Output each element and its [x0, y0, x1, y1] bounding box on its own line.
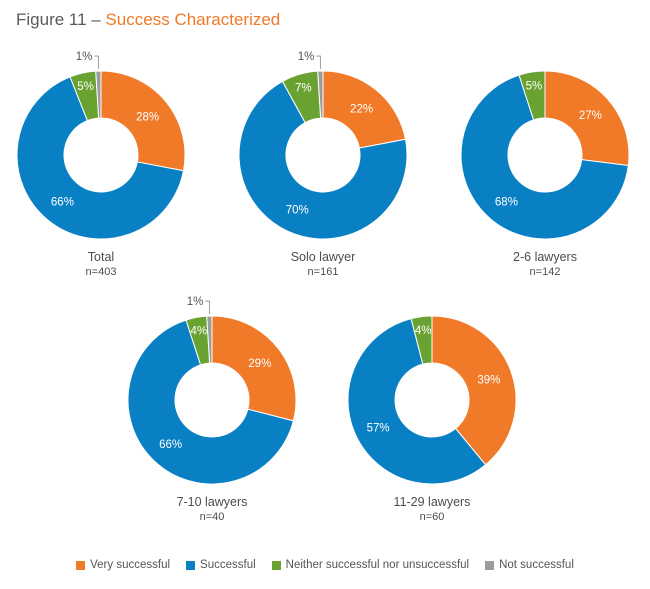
donut-slice-very-successful: [100, 70, 186, 172]
slice-value-label: 57%: [367, 422, 390, 434]
donut-chart-2: 27% 68% 5% 2-6 lawyers n=142: [460, 70, 630, 278]
figure-number: Figure 11 –: [16, 10, 106, 29]
slice-value-label: 4%: [190, 326, 207, 338]
legend-item-very-successful: Very successful: [76, 559, 170, 571]
donut-slice-neither: [518, 70, 546, 121]
legend-item-neither: Neither successful nor unsuccessful: [271, 559, 470, 571]
slice-value-label: 1%: [298, 51, 315, 63]
legend-label: Not successful: [499, 559, 574, 571]
slice-value-label: 39%: [477, 375, 500, 387]
legend-label: Successful: [200, 559, 256, 571]
slice-value-label: 22%: [350, 103, 373, 115]
legend-item-successful: Successful: [186, 559, 256, 571]
donut-chart-3: 29% 66% 4% 1% 7-10 lawyers n=40: [127, 296, 297, 523]
chart-sample-size: n=40: [200, 511, 225, 523]
donut-slice-successful: [347, 318, 487, 485]
chart-group-label: 2-6 lawyers: [513, 250, 577, 264]
label-leader-line: [94, 55, 99, 70]
slice-value-label: 66%: [51, 197, 74, 209]
label-leader-line: [316, 55, 321, 70]
chart-legend: Very successful Successful Neither succe…: [0, 559, 650, 571]
legend-swatch: [186, 560, 196, 570]
slice-value-label: 68%: [495, 197, 518, 209]
slice-value-label: 4%: [415, 325, 432, 337]
donut-slice-very-successful: [431, 315, 517, 466]
figure-title-text: Success Characterized: [105, 10, 281, 29]
slice-value-label: 28%: [136, 111, 159, 123]
chart-sample-size: n=142: [530, 266, 561, 278]
slice-value-label: 70%: [286, 205, 309, 217]
donut-slice-not-successful: [95, 70, 102, 119]
chart-group-label: Total: [88, 250, 114, 264]
chart-sample-size: n=403: [86, 266, 117, 278]
legend-swatch: [485, 560, 495, 570]
donut-slice-very-successful: [322, 70, 407, 149]
donut-slice-neither: [410, 315, 433, 365]
chart-sample-size: n=161: [308, 266, 339, 278]
donut-chart-4: 39% 57% 4% 11-29 lawyers n=60: [347, 315, 517, 523]
donut-slice-not-successful: [206, 315, 213, 364]
slice-value-label: 7%: [295, 82, 312, 94]
slice-value-label: 5%: [77, 81, 94, 93]
slice-value-label: 5%: [526, 80, 543, 92]
donut-slice-successful: [460, 74, 629, 240]
chart-group-label: 11-29 lawyers: [394, 495, 471, 509]
figure-title: Figure 11 – Success Characterized: [16, 10, 280, 30]
donut-slice-successful: [127, 319, 294, 485]
legend-label: Very successful: [90, 559, 171, 571]
donut-slice-successful: [238, 80, 408, 240]
donut-chart-1: 22% 70% 7% 1% Solo lawyer n=161: [238, 51, 408, 278]
slice-value-label: 27%: [579, 110, 602, 122]
legend-item-not-successful: Not successful: [485, 559, 574, 571]
slice-value-label: 66%: [159, 439, 182, 451]
chart-sample-size: n=60: [420, 511, 445, 523]
donut-slice-successful: [16, 76, 185, 240]
slice-value-label: 1%: [187, 296, 204, 308]
slice-value-label: 29%: [248, 358, 271, 370]
legend-swatch: [271, 560, 281, 570]
slice-value-label: 1%: [76, 51, 93, 63]
chart-group-label: 7-10 lawyers: [177, 495, 248, 509]
legend-swatch: [76, 560, 86, 570]
chart-group-label: Solo lawyer: [291, 250, 356, 264]
legend-label: Neither successful nor unsuccessful: [285, 559, 470, 571]
donut-chart-0: 28% 66% 5% 1% Total n=403: [16, 51, 186, 278]
donut-slice-very-successful: [544, 70, 630, 167]
donut-slice-very-successful: [211, 315, 297, 422]
donut-slice-not-successful: [317, 70, 324, 119]
label-leader-line: [205, 300, 210, 315]
